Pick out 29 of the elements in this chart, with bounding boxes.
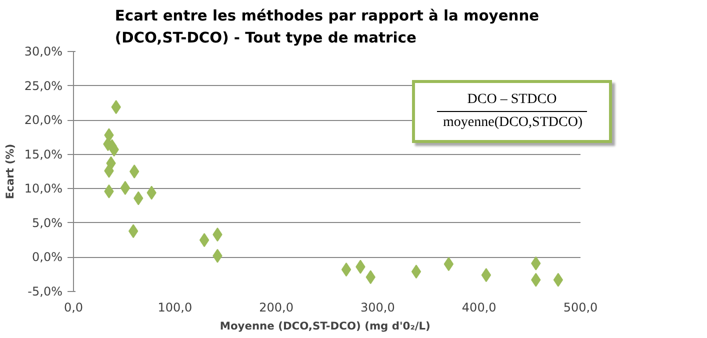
y-tick-label: 20,0% bbox=[24, 113, 63, 128]
point bbox=[341, 262, 352, 277]
x-tick-label: 400,0 bbox=[462, 300, 496, 314]
y-tick-label: -5,0% bbox=[28, 284, 63, 298]
point bbox=[481, 268, 492, 282]
y-tick-label: 0,0% bbox=[32, 250, 63, 264]
point bbox=[411, 264, 422, 279]
x-tick-label: 200,0 bbox=[259, 300, 294, 314]
chart-title: Ecart entre les méthodes par rapport à la moyenne (DCO,ST-DCO) - Tout type de matrice bbox=[114, 7, 540, 46]
y-tick-label: 15,0% bbox=[24, 147, 63, 162]
point bbox=[120, 180, 130, 195]
x-tick-label: 500,0 bbox=[563, 300, 598, 314]
y-axis-title: Ecart (%) bbox=[3, 144, 16, 200]
y-tick-label: 30,0% bbox=[24, 44, 63, 58]
y-tick-label: 10,0% bbox=[24, 182, 63, 196]
y-tick-label: 5,0% bbox=[32, 216, 63, 230]
x-tick-label: 300,0 bbox=[360, 300, 395, 314]
formula-box: DCO – STDCO moyenne(DCO,STDCO) bbox=[412, 80, 612, 143]
x-tick-label: 100,0 bbox=[158, 300, 192, 314]
y-tick-label: 25,0% bbox=[24, 78, 63, 93]
point bbox=[130, 164, 140, 178]
x-tick-label: 0,0 bbox=[64, 300, 84, 314]
x-axis-title: Moyenne (DCO,ST-DCO) (mg d'0₂/L) bbox=[220, 320, 430, 332]
annotation: DCO – STDCO bbox=[437, 89, 587, 112]
point bbox=[444, 257, 454, 272]
point bbox=[199, 233, 210, 248]
point bbox=[553, 272, 564, 287]
annotation: moyenne(DCO,STDCO) bbox=[442, 114, 584, 132]
point bbox=[128, 224, 138, 238]
